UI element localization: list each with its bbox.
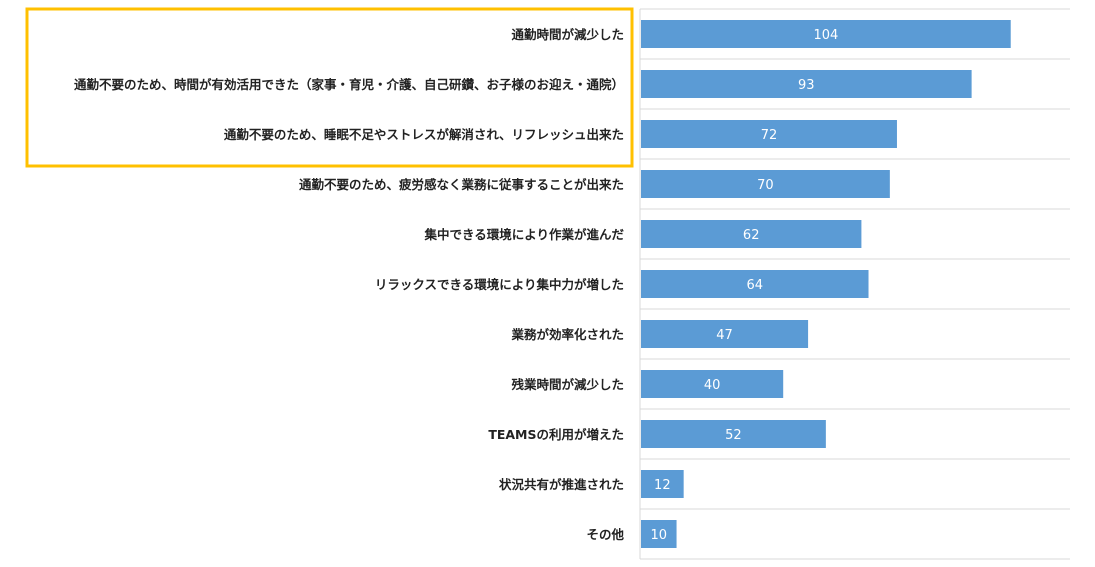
grid-layer [640, 8, 1070, 560]
category-label: 業務が効率化された [510, 327, 624, 342]
bar [641, 220, 862, 248]
data-label: 62 [743, 228, 760, 243]
category-label: 集中できる環境により作業が進んだ [423, 227, 624, 242]
data-label: 70 [757, 178, 774, 193]
category-label: 通勤時間が減少した [511, 27, 624, 42]
bars-layer: 104 93 72 70 62 64 47 40 52 12 10 [641, 20, 1011, 548]
data-label: 72 [761, 128, 778, 143]
bar [641, 20, 1011, 48]
bar [641, 270, 869, 298]
bar [641, 470, 684, 498]
data-label: 104 [813, 28, 838, 43]
data-label: 93 [798, 78, 815, 93]
data-label: 52 [725, 428, 742, 443]
data-label: 64 [746, 278, 763, 293]
data-label: 10 [651, 528, 668, 543]
category-label: 通勤不要のため、疲労感なく業務に従事することが出来た [299, 177, 624, 192]
bar [641, 120, 897, 148]
data-label: 12 [654, 478, 671, 493]
bar [641, 320, 809, 348]
category-labels-layer: 通勤時間が減少した通勤不要のため、時間が有効活用できた（家事・育児・介護、自己研… [74, 27, 625, 542]
category-label: リラックスできる環境により集中力が増した [375, 277, 624, 292]
category-label: 通勤不要のため、睡眠不足やストレスが解消され、リフレッシュ出来た [224, 127, 624, 142]
category-label: 残業時間が減少した [511, 377, 624, 392]
highlight-box [25, 7, 634, 168]
category-label: その他 [586, 527, 624, 542]
data-label: 40 [704, 378, 721, 393]
category-label: TEAMSの利用が増えた [488, 427, 624, 442]
category-label: 通勤不要のため、時間が有効活用できた（家事・育児・介護、自己研鑽、お子様のお迎え… [74, 77, 624, 92]
category-label: 状況共有が推進された [499, 477, 624, 492]
bar [641, 70, 972, 98]
data-label: 47 [716, 328, 733, 343]
bar [641, 420, 826, 448]
bar [641, 520, 677, 548]
bar [641, 370, 784, 398]
bar [641, 170, 890, 198]
